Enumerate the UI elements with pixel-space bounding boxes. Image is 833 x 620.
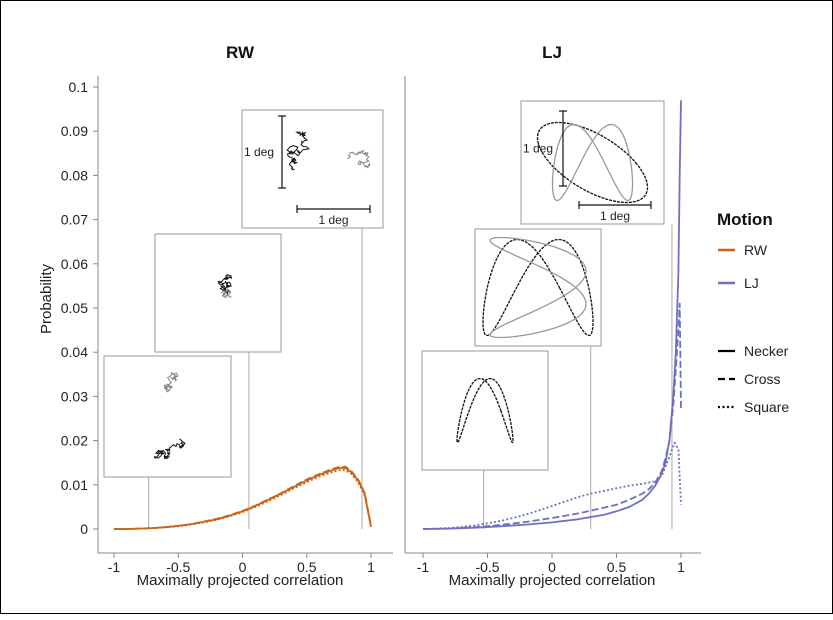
legend-necker-label: Necker [744, 343, 789, 359]
rw-inset-0 [103, 355, 232, 478]
lj-series-dotted [422, 441, 682, 530]
lj-inset-2: 1 deg 1 deg [520, 100, 665, 225]
lj-series-dashed [422, 302, 682, 530]
rw-x-tick-label: -1 [108, 559, 121, 575]
trajectory-path [163, 371, 179, 393]
inset-frame [421, 350, 549, 471]
trajectory-path [217, 274, 232, 295]
lj-series-solid [422, 100, 682, 530]
trajectory-path [489, 236, 587, 339]
y-tick-label: 0.06 [61, 256, 88, 272]
lj-x-tick-label: 0.5 [607, 559, 627, 575]
y-tick-label: 0.04 [61, 344, 88, 360]
legend-cross-label: Cross [744, 371, 781, 387]
inset-frame [241, 109, 384, 229]
lj-x-tick-label: 1 [677, 559, 685, 575]
annotation-leaders [148, 224, 673, 529]
trajectory-path [286, 130, 310, 171]
insets-group: 1 deg 1 deg 1 deg 1 deg [103, 100, 665, 478]
y-tick-label: 0.07 [61, 212, 88, 228]
y-axis-label: Probability [38, 263, 55, 334]
legend-square-label: Square [744, 399, 789, 415]
series-group [114, 100, 682, 530]
scale-bar-y-label: 1 deg [523, 142, 553, 156]
rw-panel-title: RW [226, 43, 255, 62]
lj-x-tick-label: -0.5 [475, 559, 499, 575]
inset-frame [520, 100, 665, 225]
trajectory-path [536, 121, 649, 204]
trajectory-path [551, 123, 634, 202]
rw-x-tick-label: -0.5 [166, 559, 190, 575]
rw-x-tick-label: 1 [367, 559, 375, 575]
lj-x-tick-label: 0 [548, 559, 556, 575]
trajectory-path [220, 288, 233, 299]
y-tick-label: 0.01 [61, 477, 88, 493]
inset-frame [154, 233, 282, 353]
axes-group: -1 -0.5 0 0.5 1 0 0.01 0.02 0.03 0.04 0.05 0.06 0.07… [61, 76, 701, 575]
legend: Motion RW LJ Necker Cross Square [717, 210, 789, 415]
y-tick-label: 0.08 [61, 167, 88, 183]
y-tick-label: 0.02 [61, 433, 88, 449]
inset-frame [103, 355, 232, 478]
scale-bar-y-label: 1 deg [244, 145, 274, 159]
rw-inset-2: 1 deg 1 deg [241, 109, 384, 229]
rw-x-tick-label: 0 [239, 559, 247, 575]
trajectory-path [456, 377, 514, 444]
y-tick-label: 0.1 [69, 79, 89, 95]
y-tick-label: 0.05 [61, 300, 88, 316]
legend-rw-label: RW [744, 242, 768, 258]
lj-panel-title: LJ [542, 43, 562, 62]
rw-series-dotted [114, 469, 372, 530]
trajectory-path [153, 438, 186, 460]
rw-x-axis-label: Maximally projected correlation [137, 572, 344, 589]
y-tick-label: 0.03 [61, 388, 88, 404]
lj-x-axis-label: Maximally projected correlation [449, 572, 656, 589]
y-tick-label: 0.09 [61, 123, 88, 139]
rw-inset-1 [154, 233, 282, 353]
scale-bar-x-label: 1 deg [600, 209, 630, 223]
trajectory-path [347, 149, 371, 169]
y-tick-label: 0 [80, 521, 88, 537]
legend-lj-label: LJ [744, 275, 759, 291]
lj-inset-1 [474, 228, 602, 347]
rw-series-dashed [114, 465, 372, 530]
lj-inset-0 [421, 350, 549, 471]
legend-title: Motion [717, 210, 773, 229]
lj-x-tick-label: -1 [417, 559, 430, 575]
trajectory-path [482, 238, 594, 337]
scale-bar-x-label: 1 deg [318, 213, 348, 227]
rw-x-tick-label: 0.5 [297, 559, 317, 575]
